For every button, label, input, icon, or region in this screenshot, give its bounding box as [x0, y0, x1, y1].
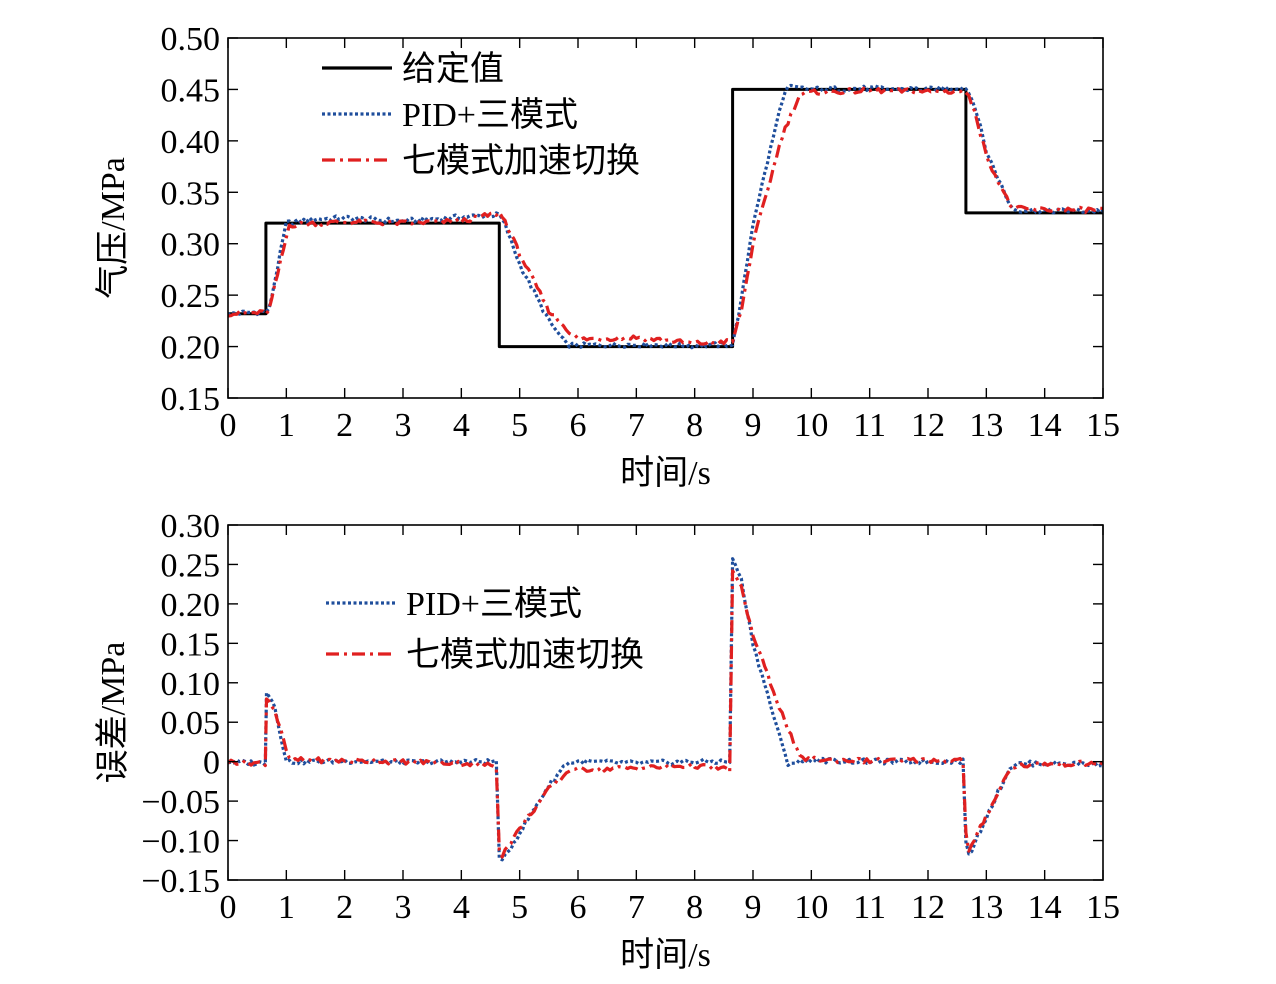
x-tick-label: 6: [570, 407, 587, 444]
x-tick-label: 2: [336, 407, 353, 444]
y-tick-label: −0.05: [141, 784, 220, 821]
y-tick-label: 0.40: [161, 124, 221, 161]
series-line-3: [228, 86, 1103, 346]
x-tick-label: 0: [220, 407, 237, 444]
x-tick-label: 11: [853, 889, 886, 926]
y-tick-label: 0.30: [161, 227, 221, 264]
x-tick-label: 7: [628, 889, 645, 926]
y-tick-label: 0.05: [161, 705, 221, 742]
x-axis-title: 时间/s: [620, 937, 711, 974]
x-tick-label: 5: [511, 889, 528, 926]
x-tick-label: 10: [794, 889, 828, 926]
y-axis-title: 气压/MPa: [94, 157, 132, 299]
series-line-1: [228, 87, 1103, 349]
x-tick-label: 1: [278, 889, 295, 926]
y-tick-label: 0.15: [161, 626, 221, 663]
x-tick-label: 13: [969, 407, 1003, 444]
x-tick-label: 9: [745, 889, 762, 926]
chart-panel-2: 0 1 2 3 4 5 6 7 8 9 10 11 12 13 14 15−0.15−0.10−0.0500.…: [94, 508, 1120, 974]
x-axis-title: 时间/s: [620, 455, 711, 492]
x-tick-label: 11: [853, 407, 886, 444]
y-tick-label: 0.15: [161, 381, 221, 418]
chart-panel-1: 0 1 2 3 4 5 6 7 8 9 10 11 12 13 14 150.150.200.250.300.…: [94, 21, 1120, 492]
x-tick-label: 1: [278, 407, 295, 444]
x-tick-label: 12: [911, 407, 945, 444]
x-tick-label: 3: [395, 889, 412, 926]
y-tick-label: −0.10: [141, 824, 220, 861]
legend-label: PID+三模式: [406, 585, 582, 623]
y-tick-label: 0.50: [161, 21, 221, 58]
x-tick-label: 14: [1028, 407, 1062, 444]
legend-label: 七模式加速切换: [406, 636, 644, 674]
x-tick-label: 14: [1028, 889, 1062, 926]
y-tick-label: 0.20: [161, 330, 221, 367]
y-tick-label: 0.25: [161, 547, 221, 584]
x-tick-label: 0: [220, 889, 237, 926]
x-tick-label: 3: [395, 407, 412, 444]
x-tick-label: 13: [969, 889, 1003, 926]
y-tick-label: 0.45: [161, 72, 221, 109]
plot-frame: [227, 37, 1104, 399]
x-tick-label: 7: [628, 407, 645, 444]
x-tick-label: 6: [570, 889, 587, 926]
x-tick-label: 10: [794, 407, 828, 444]
x-tick-label: 4: [453, 407, 470, 444]
x-tick-label: 5: [511, 407, 528, 444]
y-tick-label: 0: [203, 745, 220, 782]
y-tick-label: 0.35: [161, 175, 221, 212]
x-tick-label: 8: [686, 407, 703, 444]
x-tick-label: 15: [1086, 407, 1120, 444]
x-tick-label: 4: [453, 889, 470, 926]
x-tick-label: 8: [686, 889, 703, 926]
legend-label: 给定值: [402, 50, 504, 88]
y-tick-label: 0.25: [161, 278, 221, 315]
y-tick-label: 0.10: [161, 666, 221, 703]
plot-frame: [227, 524, 1104, 881]
y-axis-title: 误差/MPa: [94, 642, 132, 784]
x-tick-label: 12: [911, 889, 945, 926]
y-tick-label: 0.20: [161, 587, 221, 624]
y-tick-label: −0.15: [141, 863, 220, 900]
series-line-2: [228, 569, 1103, 859]
x-tick-label: 15: [1086, 889, 1120, 926]
x-tick-label: 2: [336, 889, 353, 926]
x-tick-label: 9: [745, 407, 762, 444]
y-tick-label: 0.30: [161, 508, 221, 545]
legend-label: 七模式加速切换: [402, 142, 640, 180]
series-line-2: [228, 83, 1103, 350]
legend-label: PID+三模式: [402, 96, 578, 134]
